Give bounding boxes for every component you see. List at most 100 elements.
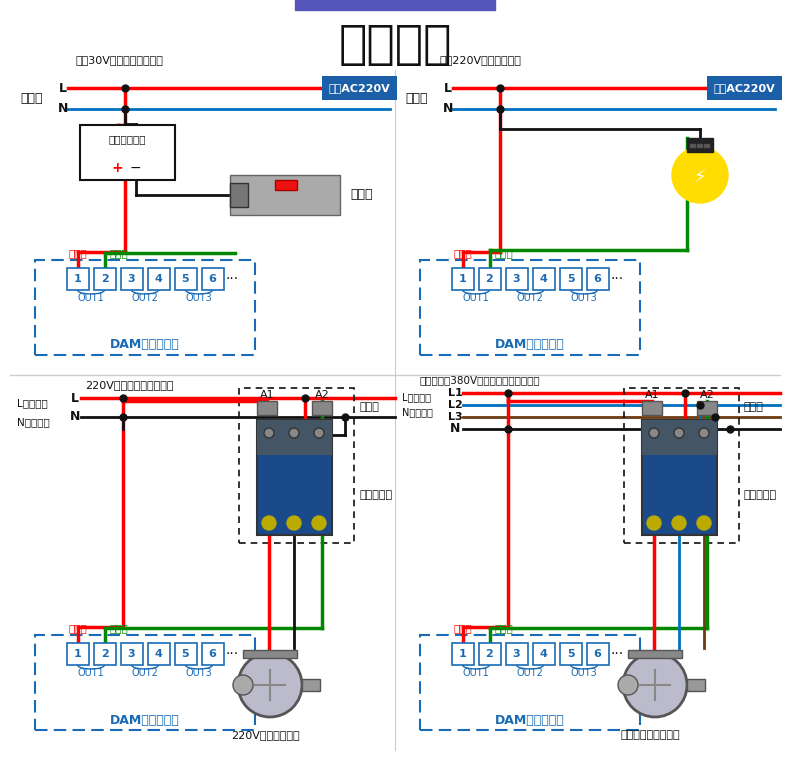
Bar xyxy=(243,650,297,658)
Text: L2: L2 xyxy=(448,400,462,410)
Text: 5: 5 xyxy=(182,274,190,284)
Text: 公共端: 公共端 xyxy=(68,248,87,258)
Bar xyxy=(201,643,224,665)
Text: 5: 5 xyxy=(566,649,574,659)
Bar xyxy=(148,643,170,665)
Text: DAM数采控制器: DAM数采控制器 xyxy=(495,338,565,351)
Text: OUT3: OUT3 xyxy=(570,668,597,678)
Text: 带零线交流380V接电机、泵等设备接线: 带零线交流380V接电机、泵等设备接线 xyxy=(420,375,540,385)
Circle shape xyxy=(647,516,661,530)
Text: 被控设备电源: 被控设备电源 xyxy=(109,134,146,144)
Text: 5: 5 xyxy=(182,649,190,659)
Text: ···: ··· xyxy=(611,272,624,286)
Text: L1: L1 xyxy=(448,388,462,398)
Bar xyxy=(479,268,501,290)
Text: 主触点: 主触点 xyxy=(744,402,764,412)
Text: +: + xyxy=(111,161,123,175)
Bar xyxy=(175,643,197,665)
Text: 4: 4 xyxy=(155,649,163,659)
Text: 6: 6 xyxy=(209,274,216,284)
Text: 主触点: 主触点 xyxy=(359,402,379,412)
Bar xyxy=(175,268,197,290)
Text: L代表火线: L代表火线 xyxy=(402,392,431,402)
Text: L代表火线: L代表火线 xyxy=(17,398,47,408)
Bar xyxy=(257,420,332,455)
Text: 输出接线: 输出接线 xyxy=(338,23,452,68)
Text: DAM数采控制器: DAM数采控制器 xyxy=(110,338,180,351)
Circle shape xyxy=(238,653,302,717)
Bar xyxy=(628,650,682,658)
Text: A1: A1 xyxy=(645,390,660,400)
Text: 3: 3 xyxy=(128,649,135,659)
Circle shape xyxy=(262,516,276,530)
Text: ···: ··· xyxy=(226,272,239,286)
Text: OUT2: OUT2 xyxy=(132,293,159,303)
Text: A2: A2 xyxy=(700,390,714,400)
Bar xyxy=(532,643,555,665)
Bar xyxy=(586,643,608,665)
Bar xyxy=(322,76,397,100)
Bar xyxy=(257,401,277,415)
Text: 3: 3 xyxy=(128,274,135,284)
Text: OUT3: OUT3 xyxy=(570,293,597,303)
Bar xyxy=(121,268,142,290)
Text: 电磁阀: 电磁阀 xyxy=(350,188,373,201)
Bar xyxy=(642,420,717,535)
Text: −: − xyxy=(130,161,141,175)
Bar xyxy=(707,76,782,100)
Circle shape xyxy=(674,428,684,438)
Bar xyxy=(532,268,555,290)
Bar xyxy=(295,0,495,10)
Text: 1: 1 xyxy=(459,649,466,659)
Text: 2: 2 xyxy=(486,649,494,659)
Text: OUT1: OUT1 xyxy=(77,293,104,303)
Bar xyxy=(687,138,713,152)
Text: 2: 2 xyxy=(486,274,494,284)
Circle shape xyxy=(699,428,709,438)
Text: OUT1: OUT1 xyxy=(463,293,489,303)
Text: A1: A1 xyxy=(260,390,274,400)
Text: 2: 2 xyxy=(100,649,108,659)
Text: ···: ··· xyxy=(611,647,624,661)
Bar xyxy=(687,679,705,691)
Bar xyxy=(452,268,473,290)
Circle shape xyxy=(314,428,324,438)
Text: N: N xyxy=(450,423,461,435)
Bar xyxy=(690,144,695,147)
Text: ···: ··· xyxy=(226,647,239,661)
Text: 2: 2 xyxy=(100,274,108,284)
Circle shape xyxy=(697,516,711,530)
Bar xyxy=(559,643,581,665)
Text: N: N xyxy=(70,410,81,423)
Text: 常开端: 常开端 xyxy=(110,623,128,633)
Text: 电源端: 电源端 xyxy=(20,91,43,105)
Text: OUT3: OUT3 xyxy=(186,668,213,678)
Text: 公共端: 公共端 xyxy=(453,248,472,258)
Text: 电源端: 电源端 xyxy=(405,91,427,105)
Text: OUT2: OUT2 xyxy=(517,668,544,678)
Bar xyxy=(66,643,88,665)
Text: 6: 6 xyxy=(593,649,601,659)
Text: 交流接触器: 交流接触器 xyxy=(744,490,777,500)
Text: 4: 4 xyxy=(540,649,547,659)
Text: 公共端: 公共端 xyxy=(453,623,472,633)
Text: 常开端: 常开端 xyxy=(495,248,514,258)
Bar xyxy=(697,401,717,415)
Text: 常开端: 常开端 xyxy=(110,248,128,258)
Text: 6: 6 xyxy=(209,649,216,659)
Text: 4: 4 xyxy=(155,274,163,284)
Text: L: L xyxy=(71,391,79,404)
Bar xyxy=(66,268,88,290)
Text: ⚡: ⚡ xyxy=(694,169,706,187)
Bar xyxy=(704,144,709,147)
Bar xyxy=(275,180,297,190)
Text: 4: 4 xyxy=(540,274,547,284)
Text: N: N xyxy=(58,103,68,116)
Text: 5: 5 xyxy=(566,274,574,284)
Bar xyxy=(230,175,340,215)
Text: L: L xyxy=(59,81,67,94)
Text: 常开端: 常开端 xyxy=(495,623,514,633)
Text: 电机、泵等大型设备: 电机、泵等大型设备 xyxy=(620,730,680,740)
Circle shape xyxy=(649,428,659,438)
Text: OUT2: OUT2 xyxy=(132,668,159,678)
